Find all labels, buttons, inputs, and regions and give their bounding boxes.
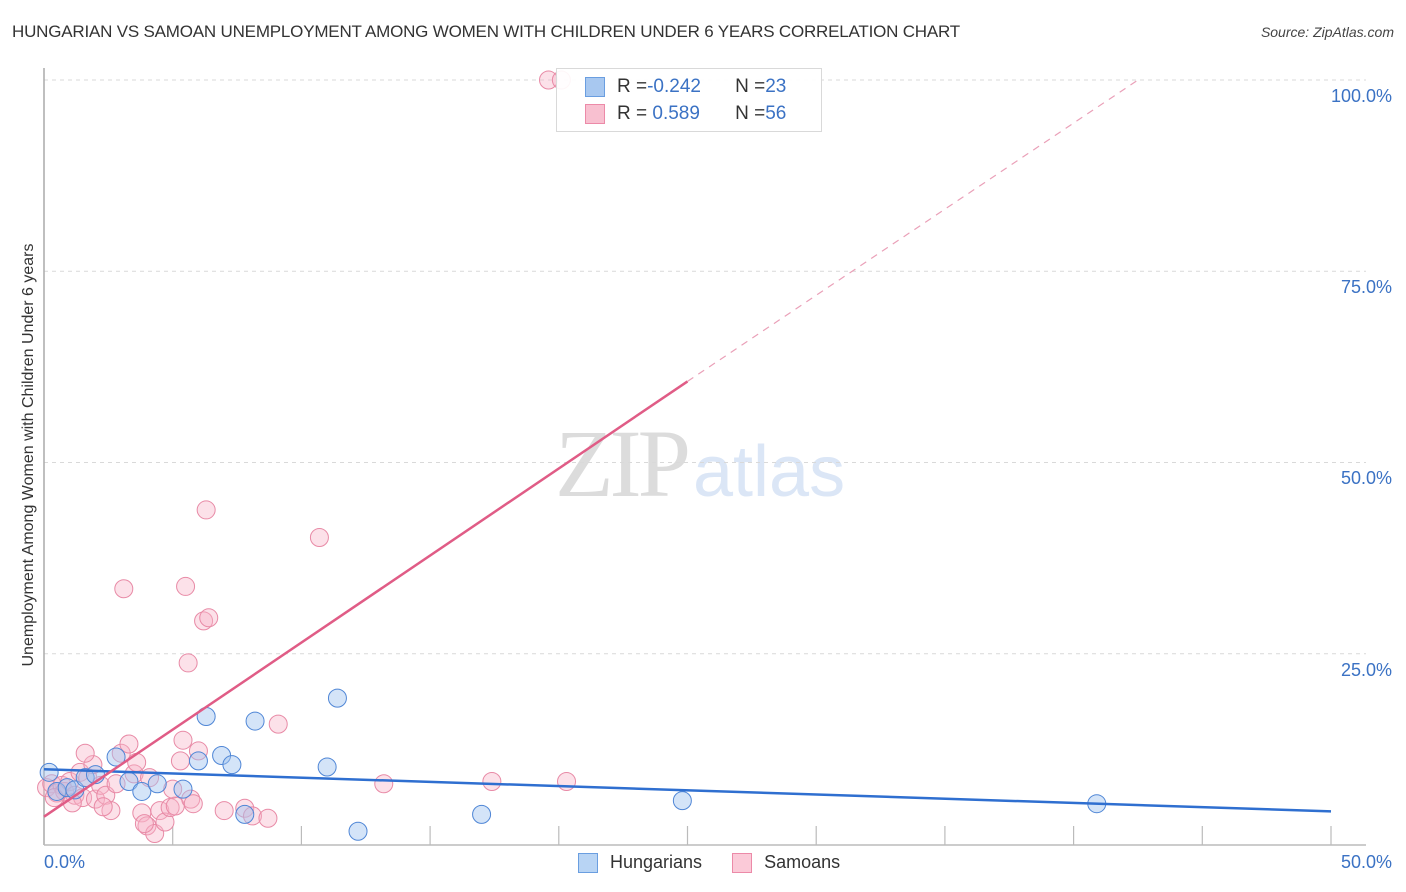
samoans-point xyxy=(258,808,278,828)
samoans-points xyxy=(37,70,577,844)
samoans-legend-label: Samoans xyxy=(764,852,841,872)
hungarians-point xyxy=(57,778,77,798)
x-tick-50: 50.0% xyxy=(1340,852,1392,872)
samoans-point xyxy=(214,801,234,821)
gridlines xyxy=(44,79,1366,655)
n-value: 56 xyxy=(765,103,787,124)
samoans-point xyxy=(176,576,196,596)
samoans-point xyxy=(93,797,113,817)
axes-lines xyxy=(43,68,1366,846)
hungarians-point xyxy=(327,688,347,708)
y-axis-label: Unemployment Among Women with Children U… xyxy=(20,243,37,667)
trend-lines xyxy=(43,79,1332,818)
hungarians-legend-swatch xyxy=(578,852,598,873)
samoans-point xyxy=(557,772,577,792)
hungarians-point xyxy=(132,781,152,801)
samoans-point xyxy=(150,801,170,821)
y-tick-25: 25.0% xyxy=(1340,660,1392,680)
samoans-point xyxy=(196,500,216,520)
samoans-point xyxy=(374,774,394,794)
hungarians-point xyxy=(147,774,167,794)
samoans-point xyxy=(194,611,214,631)
correlation-legend: R = -0.242 N = 23 R = 0.589 N = 56 xyxy=(556,68,822,132)
samoans-point xyxy=(155,812,175,832)
n-label: N = xyxy=(735,76,766,97)
chart-title: HUNGARIAN VS SAMOAN UNEMPLOYMENT AMONG W… xyxy=(12,22,960,41)
y-tick-50: 50.0% xyxy=(1340,468,1392,488)
hungarians-point xyxy=(235,804,255,824)
legend-item-hungarians[interactable]: Hungarians xyxy=(578,852,702,873)
r-label: R = xyxy=(617,103,648,124)
samoans-point xyxy=(188,741,208,761)
samoans-point xyxy=(173,730,193,750)
n-label: N = xyxy=(735,103,766,124)
samoans-point xyxy=(199,608,219,628)
hungarians-point xyxy=(222,755,242,775)
hungarians-points xyxy=(39,688,1107,841)
legend-item-samoans[interactable]: Samoans xyxy=(732,852,840,873)
samoans-point xyxy=(114,579,134,599)
hungarians-point xyxy=(75,768,95,788)
samoans-legend-swatch xyxy=(732,852,753,873)
r-label: R = xyxy=(617,76,648,97)
samoans-point xyxy=(137,816,157,836)
samoans-point xyxy=(163,779,183,799)
samoans-trendline xyxy=(43,380,689,818)
samoans-point xyxy=(134,814,154,834)
y-tick-100: 100.0% xyxy=(1330,86,1392,106)
watermark-atlas: atlas xyxy=(693,432,846,512)
hungarians-trendline xyxy=(43,768,1332,813)
hungarians-point xyxy=(173,779,193,799)
samoans-point xyxy=(127,752,147,772)
samoans-point xyxy=(178,653,198,673)
samoans-point xyxy=(482,772,502,792)
hungarians-legend-label: Hungarians xyxy=(610,852,703,872)
hungarians-point xyxy=(348,821,368,841)
x-tick-0: 0.0% xyxy=(44,852,86,872)
legend-row-hungarians: R = -0.242 N = 23 xyxy=(585,75,786,99)
hungarians-point xyxy=(472,804,492,824)
zipatlas-watermark: ZIPatlas xyxy=(555,408,845,519)
samoans-point xyxy=(268,714,288,734)
hungarians-point xyxy=(188,751,208,771)
samoans-swatch xyxy=(585,104,605,124)
samoans-point xyxy=(119,734,139,754)
hungarians-point xyxy=(672,791,692,811)
r-value: 0.589 xyxy=(647,103,700,124)
samoans-point xyxy=(170,751,190,771)
r-value: -0.242 xyxy=(647,76,701,97)
hungarians-point xyxy=(317,757,337,777)
samoans-point xyxy=(75,743,95,763)
series-legend: Hungarians Samoans xyxy=(578,852,870,873)
samoans-point xyxy=(242,806,262,826)
hungarians-point xyxy=(106,747,126,767)
n-value: 23 xyxy=(765,76,787,97)
samoans-point xyxy=(309,527,329,547)
samoans-point xyxy=(235,798,255,818)
y-tick-75: 75.0% xyxy=(1340,277,1392,297)
hungarians-point xyxy=(39,762,59,782)
hungarians-point xyxy=(245,711,265,731)
hungarians-swatch xyxy=(585,77,605,97)
legend-row-samoans: R = 0.589 N = 56 xyxy=(585,102,786,126)
samoans-point xyxy=(183,794,203,814)
samoans-point xyxy=(37,778,57,798)
source-credit: Source: ZipAtlas.com xyxy=(1260,24,1394,40)
watermark-zip: ZIP xyxy=(555,410,691,517)
